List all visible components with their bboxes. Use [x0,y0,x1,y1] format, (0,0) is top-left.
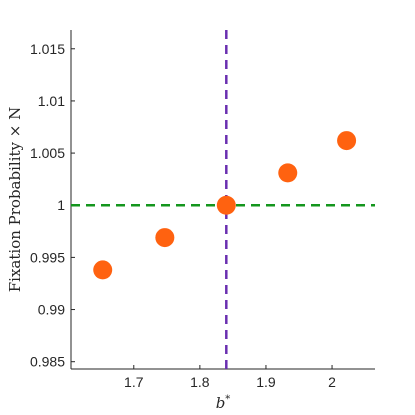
y-tick-label: 0.985 [30,354,65,370]
x-tick-label: 2 [328,374,336,390]
x-tick-label: 1.9 [256,374,276,390]
data-points [93,131,357,280]
data-point [278,163,298,183]
y-tick-label: 1 [57,197,65,213]
y-tick-label: 1.015 [30,41,65,57]
tick-labels: 1.7 1.8 1.9 2 0.985 0.99 0.995 1 1.005 1.01 1.015 [30,41,336,390]
y-tick-label: 1.01 [38,93,65,109]
x-tick-label: 1.8 [190,374,210,390]
y-tick-label: 1.005 [30,145,65,161]
data-point [337,131,357,151]
y-axis-title: Fixation Probability × N [6,107,24,292]
data-point [155,228,175,248]
x-axis-title: b* [216,394,231,412]
axes [70,30,375,370]
x-tick-label: 1.7 [124,374,144,390]
y-tick-label: 0.99 [38,302,65,318]
data-point [216,195,236,215]
data-point [93,260,113,280]
y-tick-label: 0.995 [30,249,65,265]
